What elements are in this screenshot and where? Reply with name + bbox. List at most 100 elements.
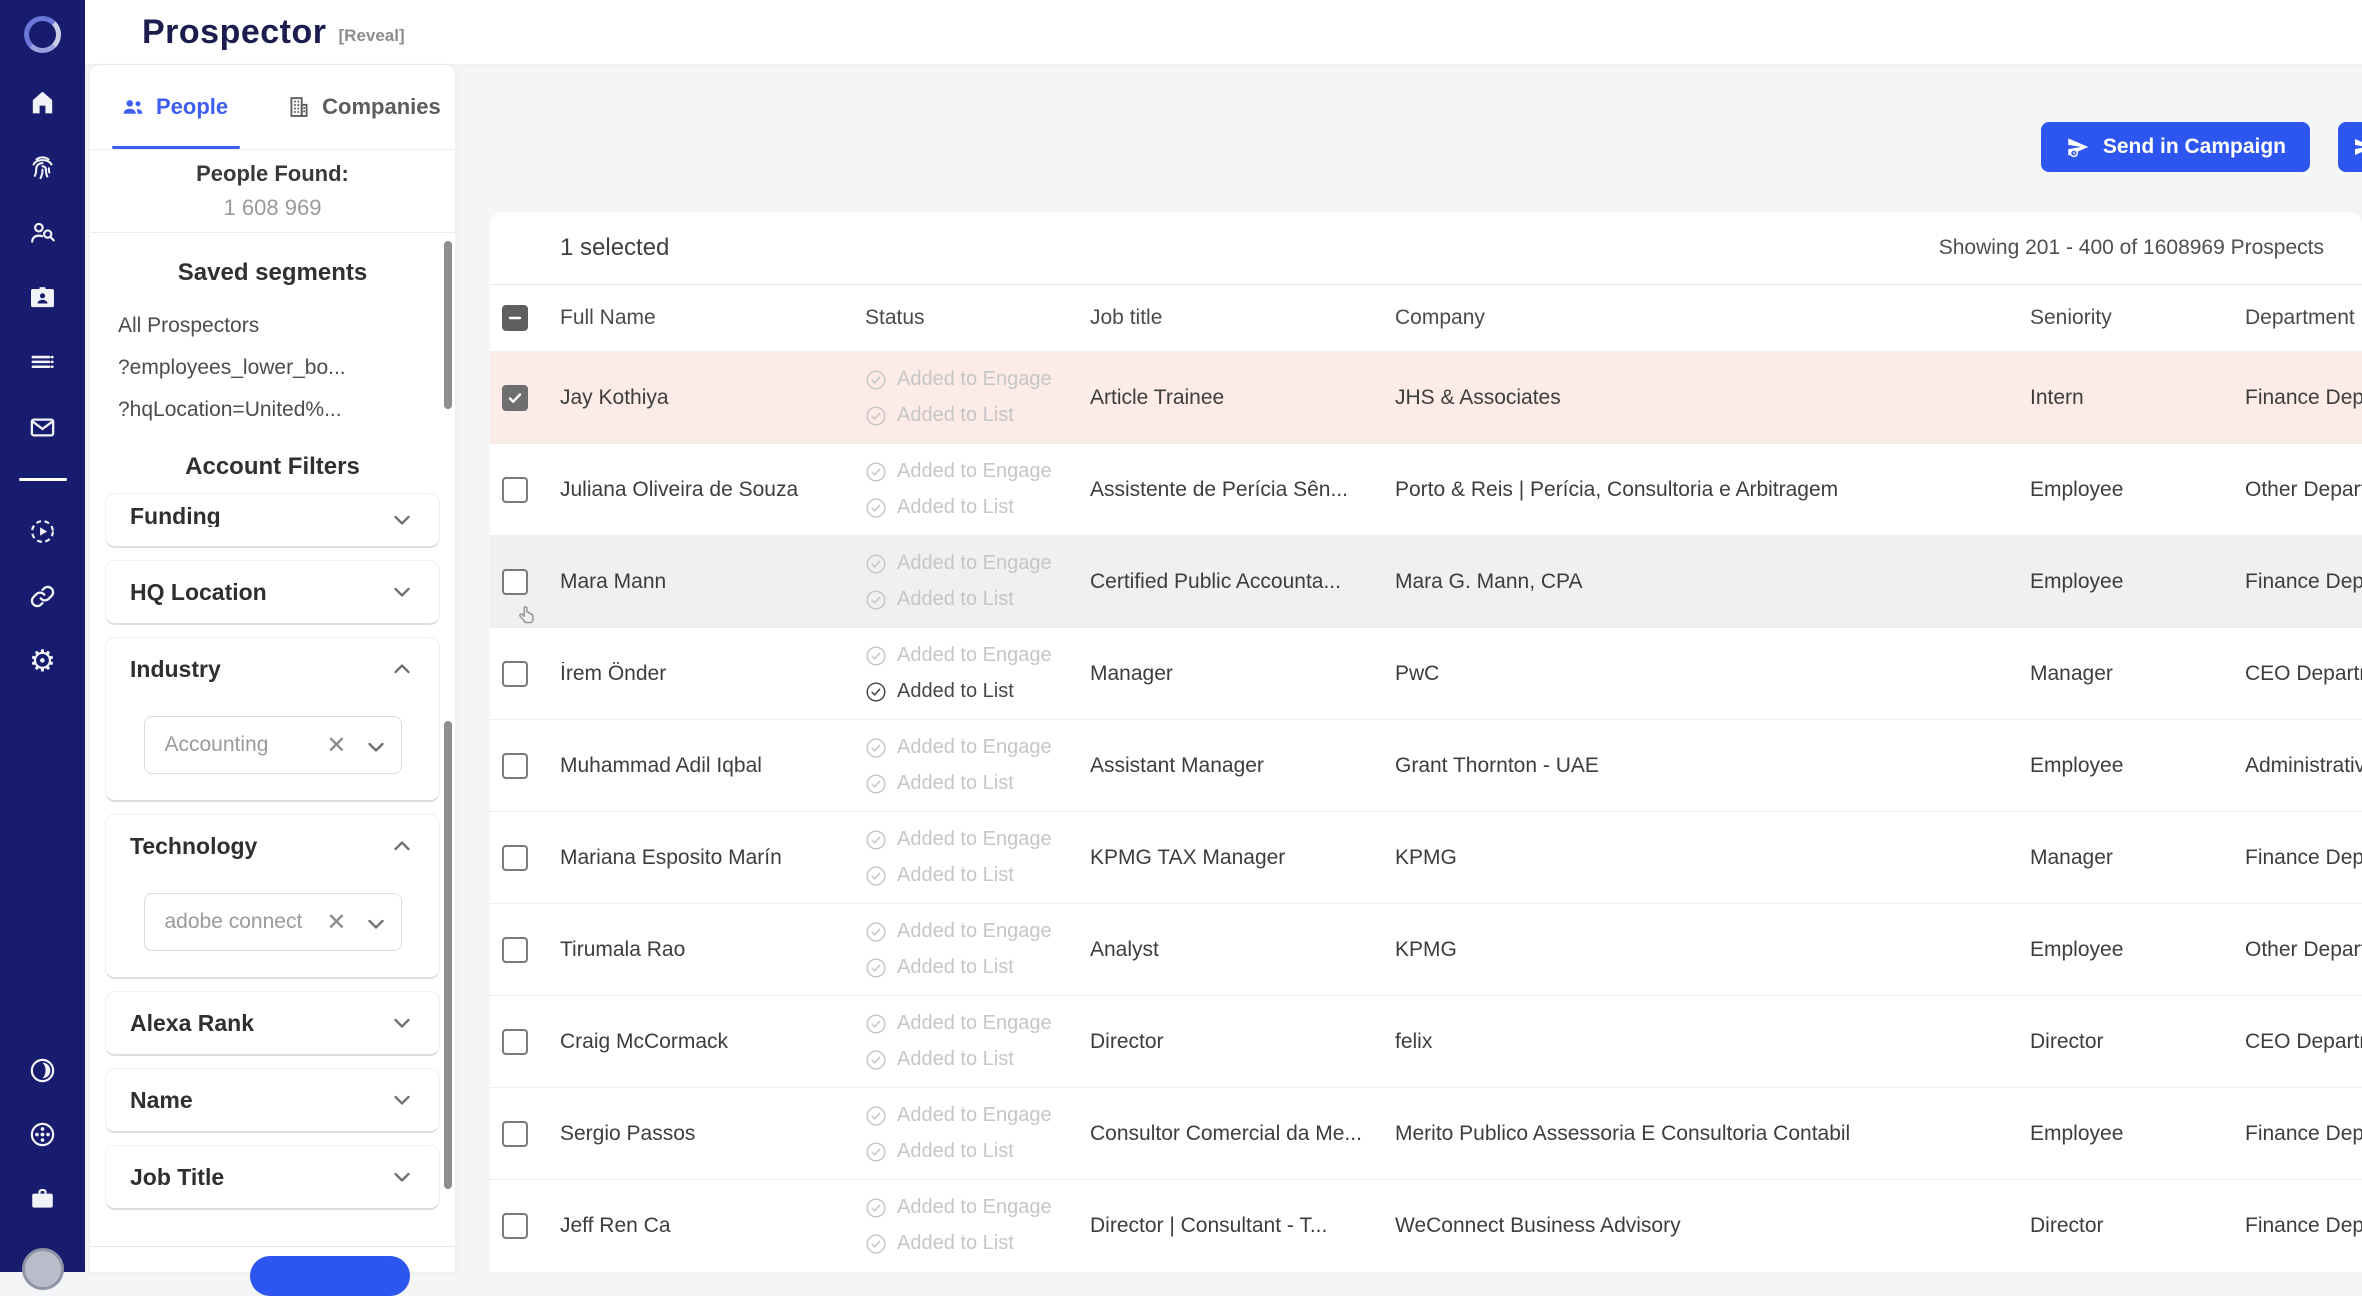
person-search-icon[interactable] xyxy=(28,218,57,247)
cell-department: Finance Department xyxy=(2245,845,2362,869)
row-checkbox[interactable] xyxy=(502,1028,528,1055)
saved-segment-item[interactable]: ?employees_lower_bo... xyxy=(118,356,346,379)
tab-people[interactable]: People xyxy=(120,94,228,120)
send-in-campaign-label: Send in Campaign xyxy=(2102,135,2286,158)
cell-status: Added to Engage Added to List xyxy=(855,1196,1080,1255)
mail-icon[interactable] xyxy=(28,413,57,442)
cell-job-title: Certified Public Accounta... xyxy=(1090,569,1341,593)
row-checkbox[interactable] xyxy=(502,476,528,503)
row-checkbox[interactable] xyxy=(502,384,528,411)
scrollbar-thumb[interactable] xyxy=(444,721,452,1189)
cell-department: CEO Department xyxy=(2245,1029,2362,1053)
filter-card-hq-location: HQ Location xyxy=(105,560,440,625)
cell-full-name: Jay Kothiya xyxy=(560,385,669,409)
cell-company: Merito Publico Assessoria E Consultoria … xyxy=(1395,1121,1851,1145)
cell-department: CEO Department xyxy=(2245,661,2362,685)
row-checkbox[interactable] xyxy=(502,752,528,779)
table-row[interactable]: İrem Önder Added to Engage Added to List… xyxy=(490,627,2362,719)
cell-seniority: Employee xyxy=(2030,1121,2124,1145)
check-circle-icon xyxy=(866,773,886,794)
cell-company: JHS & Associates xyxy=(1395,385,1561,409)
scrollbar-thumb[interactable] xyxy=(444,241,452,409)
entity-tabs: People Companies xyxy=(90,65,455,150)
select-all-checkbox[interactable] xyxy=(502,305,528,331)
status-added-to-list: Added to List xyxy=(865,1232,1080,1255)
contact-card-icon[interactable] xyxy=(28,283,57,312)
col-full-name[interactable]: Full Name xyxy=(560,306,656,329)
filter-value-select[interactable]: adobe connect ✕ xyxy=(143,893,402,951)
home-icon[interactable] xyxy=(28,88,57,117)
row-checkbox[interactable] xyxy=(502,1120,528,1147)
filter-value-select[interactable]: Accounting ✕ xyxy=(143,716,402,774)
filters-scroll-area[interactable]: Saved segments All Prospectors ?employees… xyxy=(90,233,455,1238)
briefcase-icon[interactable] xyxy=(28,1184,57,1213)
table-row[interactable]: Sergio Passos Added to Engage Added to L… xyxy=(490,1087,2362,1179)
table-row[interactable]: Tirumala Rao Added to Engage Added to Li… xyxy=(490,903,2362,995)
col-status[interactable]: Status xyxy=(865,306,925,329)
status-added-to-engage: Added to Engage xyxy=(865,1196,1080,1219)
status-added-to-engage: Added to Engage xyxy=(865,736,1080,759)
list-icon[interactable] xyxy=(28,348,57,377)
col-job-title[interactable]: Job title xyxy=(1090,306,1163,329)
chevron-down-icon xyxy=(389,507,415,533)
row-checkbox[interactable] xyxy=(502,936,528,963)
clear-filter-icon[interactable]: ✕ xyxy=(326,908,347,936)
col-company[interactable]: Company xyxy=(1395,306,1485,329)
cell-job-title: Assistente de Perícia Sên... xyxy=(1090,477,1348,501)
send-in-campaign-button[interactable]: Send in Campaign xyxy=(2040,122,2310,172)
link-icon[interactable] xyxy=(28,582,57,611)
cell-job-title: Manager xyxy=(1090,661,1173,685)
status-added-to-engage: Added to Engage xyxy=(865,920,1080,943)
table-row[interactable]: Mara Mann Added to Engage Added to List … xyxy=(490,535,2362,627)
chevron-down-icon[interactable] xyxy=(363,734,385,756)
table-row[interactable]: Juliana Oliveira de Souza Added to Engag… xyxy=(490,443,2362,535)
status-added-to-engage: Added to Engage xyxy=(865,644,1080,667)
wheel-help-icon[interactable] xyxy=(28,1120,57,1149)
table-row[interactable]: Mariana Esposito Marín Added to Engage A… xyxy=(490,811,2362,903)
table-row[interactable]: Jay Kothiya Added to Engage Added to Lis… xyxy=(490,351,2362,443)
col-seniority[interactable]: Seniority xyxy=(2030,306,2112,329)
row-checkbox[interactable] xyxy=(502,844,528,871)
cell-status: Added to Engage Added to List xyxy=(855,644,1080,703)
row-checkbox[interactable] xyxy=(502,1212,528,1239)
send-secondary-button[interactable] xyxy=(2338,122,2362,172)
filter-label: HQ Location xyxy=(130,578,267,605)
saved-segment-item[interactable]: All Prospectors xyxy=(118,314,260,337)
cell-company: Porto & Reis | Perícia, Consultoria e Ar… xyxy=(1395,477,1839,501)
filter-toggle[interactable]: Industry xyxy=(130,638,415,700)
avatar[interactable] xyxy=(21,1248,64,1290)
check-circle-icon xyxy=(866,1141,886,1162)
row-checkbox[interactable] xyxy=(502,568,528,595)
apply-filters-button[interactable] xyxy=(250,1256,410,1296)
filter-toggle[interactable]: Job Title xyxy=(130,1146,415,1208)
cell-company: felix xyxy=(1395,1029,1433,1053)
filter-toggle[interactable]: Alexa Rank xyxy=(130,992,415,1054)
row-checkbox[interactable] xyxy=(502,660,528,687)
cell-full-name: Craig McCormack xyxy=(560,1029,729,1053)
filter-label: Name xyxy=(130,1086,193,1113)
clear-filter-icon[interactable]: ✕ xyxy=(326,731,347,759)
saved-segment-item[interactable]: ?hqLocation=United%... xyxy=(118,398,342,421)
tab-companies-label: Companies xyxy=(322,94,441,119)
cell-department: Other Department xyxy=(2245,477,2362,501)
filter-toggle[interactable]: HQ Location xyxy=(130,561,415,623)
rail-active-indicator xyxy=(18,478,67,481)
play-circle-icon[interactable] xyxy=(28,517,57,546)
cell-status: Added to Engage Added to List xyxy=(855,368,1080,427)
table-row[interactable]: Muhammad Adil Iqbal Added to Engage Adde… xyxy=(490,719,2362,811)
filter-toggle[interactable]: Name xyxy=(130,1069,415,1131)
filter-toggle[interactable]: Funding xyxy=(130,494,415,546)
cell-full-name: Mara Mann xyxy=(560,569,667,593)
chevron-down-icon[interactable] xyxy=(363,911,385,933)
filter-panel: People Companies People Found: 1 608 969… xyxy=(90,65,455,1296)
table-row[interactable]: Craig McCormack Added to Engage Added to… xyxy=(490,995,2362,1087)
col-department[interactable]: Department xyxy=(2245,306,2355,329)
tab-companies[interactable]: Companies xyxy=(286,94,441,120)
fingerprint-icon[interactable] xyxy=(28,153,57,182)
filter-toggle[interactable]: Technology xyxy=(130,815,415,877)
settings-gear-icon[interactable]: ⚙ xyxy=(29,645,56,678)
cell-company: Mara G. Mann, CPA xyxy=(1395,569,1583,593)
contrast-icon[interactable] xyxy=(28,1056,57,1085)
table-row[interactable]: Jeff Ren Ca Added to Engage Added to Lis… xyxy=(490,1179,2362,1271)
status-added-to-list: Added to List xyxy=(865,1048,1080,1071)
